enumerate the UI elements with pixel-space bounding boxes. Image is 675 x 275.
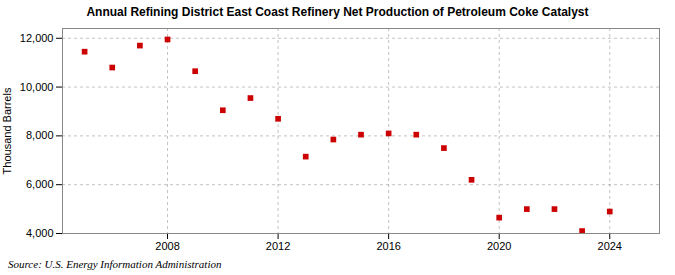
svg-text:8,000: 8,000: [26, 129, 54, 141]
html-text:Source: U.S. Energy Informatio: Source: U.S. Energy Information Administ…: [8, 258, 222, 270]
svg-text:Thousand Barrels: Thousand Barrels: [1, 87, 13, 174]
svg-text:2012: 2012: [266, 240, 290, 252]
svg-text:10,000: 10,000: [20, 81, 54, 93]
svg-text:2020: 2020: [487, 240, 511, 252]
svg-text:4,000: 4,000: [26, 227, 54, 239]
svg-text:2024: 2024: [598, 240, 622, 252]
svg-text:6,000: 6,000: [26, 178, 54, 190]
svg-text:2016: 2016: [376, 240, 400, 252]
html-text:Annual Refining District East: Annual Refining District East Coast Refi…: [86, 5, 589, 19]
svg-text:2008: 2008: [155, 240, 179, 252]
svg-text:12,000: 12,000: [20, 32, 54, 44]
